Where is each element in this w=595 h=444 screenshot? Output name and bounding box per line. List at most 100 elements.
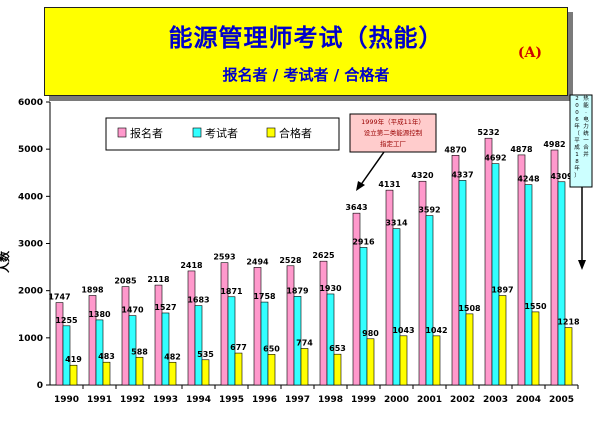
x-tick-label: 1996 bbox=[252, 395, 277, 405]
x-tick-label: 1998 bbox=[318, 395, 343, 405]
data-label-examinees: 1470 bbox=[121, 306, 144, 315]
data-label-examinees: 1527 bbox=[154, 303, 176, 312]
bar-passers bbox=[498, 295, 507, 386]
bar-passers bbox=[234, 352, 243, 386]
bar-passers bbox=[399, 335, 408, 386]
bar-applicants bbox=[550, 149, 559, 386]
data-label-applicants: 4870 bbox=[444, 145, 467, 154]
bar-applicants bbox=[484, 137, 493, 386]
y-tick-label: 3000 bbox=[18, 240, 43, 250]
data-label-examinees: 4692 bbox=[484, 154, 506, 163]
bar-applicants bbox=[451, 154, 460, 386]
bar-passers bbox=[201, 359, 210, 386]
data-label-examinees: 1380 bbox=[88, 310, 111, 319]
data-label-passers: 1042 bbox=[425, 326, 447, 335]
data-label-applicants: 2494 bbox=[246, 257, 269, 266]
x-tick-label: 2000 bbox=[384, 395, 409, 405]
bar-passers bbox=[300, 348, 309, 386]
data-label-passers: 1508 bbox=[458, 304, 481, 313]
data-label-examinees: 1871 bbox=[220, 287, 243, 296]
data-label-examinees: 1255 bbox=[55, 316, 78, 325]
legend-label-applicants: 报名者 bbox=[130, 126, 163, 140]
annotation-arrowhead-2005 bbox=[578, 260, 586, 270]
data-label-applicants: 2085 bbox=[114, 277, 137, 286]
data-label-applicants: 2118 bbox=[147, 275, 170, 284]
data-label-examinees: 4248 bbox=[517, 175, 540, 184]
y-tick-label: 1000 bbox=[18, 334, 43, 344]
bar-passers bbox=[432, 335, 441, 386]
data-label-passers: 1043 bbox=[392, 326, 414, 335]
data-label-applicants: 2625 bbox=[312, 251, 335, 260]
data-label-examinees: 3592 bbox=[418, 206, 440, 215]
data-label-examinees: 3314 bbox=[385, 219, 408, 228]
bar-examinees bbox=[557, 181, 566, 386]
y-tick-label: 4000 bbox=[18, 192, 43, 202]
bar-examinees bbox=[161, 312, 170, 386]
x-tick-label: 1999 bbox=[351, 395, 376, 405]
data-label-passers: 677 bbox=[230, 343, 247, 352]
bar-passers bbox=[267, 354, 276, 386]
data-label-applicants: 4982 bbox=[543, 140, 565, 149]
data-label-applicants: 5232 bbox=[477, 128, 499, 137]
bar-passers bbox=[333, 353, 342, 386]
bar-examinees bbox=[194, 305, 203, 386]
data-label-applicants: 1898 bbox=[81, 285, 104, 294]
data-label-examinees: 1683 bbox=[187, 296, 209, 305]
bar-examinees bbox=[128, 315, 137, 386]
bar-applicants bbox=[286, 265, 295, 386]
y-tick-label: 6000 bbox=[18, 98, 43, 108]
x-tick-label: 2003 bbox=[483, 395, 508, 405]
x-tick-label: 1993 bbox=[153, 395, 178, 405]
bar-passers bbox=[69, 364, 78, 386]
data-label-passers: 1897 bbox=[491, 286, 513, 295]
data-label-examinees: 4309 bbox=[550, 172, 573, 181]
bar-examinees bbox=[62, 325, 71, 386]
bar-examinees bbox=[227, 296, 236, 386]
x-tick-label: 2002 bbox=[450, 395, 475, 405]
data-label-passers: 653 bbox=[329, 344, 346, 353]
bar-passers bbox=[168, 361, 177, 386]
legend-box bbox=[105, 117, 340, 151]
data-label-applicants: 4131 bbox=[378, 180, 401, 189]
data-label-applicants: 4320 bbox=[411, 171, 434, 180]
bar-applicants bbox=[517, 154, 526, 386]
data-label-passers: 588 bbox=[131, 347, 148, 356]
legend-swatch-passers bbox=[266, 127, 276, 138]
data-label-applicants: 2593 bbox=[213, 253, 235, 262]
bar-examinees bbox=[260, 301, 269, 386]
bar-passers bbox=[465, 313, 474, 386]
x-tick-label: 1992 bbox=[120, 395, 145, 405]
data-label-passers: 419 bbox=[65, 355, 82, 364]
annotation-text-2005: 2 0 0 6 年（平成 1 8 年）热能·电力统一合并 bbox=[574, 94, 589, 179]
bar-passers bbox=[531, 311, 540, 386]
page-title: 能源管理师考试（热能） bbox=[168, 24, 444, 52]
bar-examinees bbox=[293, 296, 302, 386]
annotation-arrow-1999 bbox=[359, 151, 385, 187]
x-tick-label: 1995 bbox=[219, 395, 244, 405]
bar-examinees bbox=[326, 293, 335, 386]
bar-examinees bbox=[491, 163, 500, 386]
y-tick-label: 5000 bbox=[18, 145, 43, 155]
data-label-applicants: 2528 bbox=[279, 256, 302, 265]
data-label-passers: 774 bbox=[296, 338, 313, 347]
data-label-passers: 650 bbox=[263, 344, 280, 353]
data-label-examinees: 4337 bbox=[451, 170, 473, 179]
legend-label-passers: 合格者 bbox=[279, 126, 312, 140]
legend-swatch-applicants bbox=[117, 127, 127, 138]
bar-examinees bbox=[458, 180, 467, 386]
bar-applicants bbox=[319, 260, 328, 386]
data-label-applicants: 2418 bbox=[180, 261, 203, 270]
data-label-passers: 535 bbox=[197, 350, 214, 359]
data-label-passers: 1550 bbox=[524, 302, 547, 311]
bar-examinees bbox=[524, 184, 533, 386]
y-axis-label: 人数 bbox=[0, 250, 11, 273]
data-label-applicants: 1747 bbox=[48, 293, 70, 302]
bar-applicants bbox=[187, 270, 196, 386]
annotation-arrowhead-1999 bbox=[356, 181, 365, 191]
header-box: 能源管理师考试（热能） (A) 报名者 / 考试者 / 合格者 bbox=[44, 7, 568, 96]
data-label-passers: 980 bbox=[362, 329, 379, 338]
x-tick-label: 2001 bbox=[417, 395, 442, 405]
data-label-passers: 483 bbox=[98, 352, 115, 361]
x-tick-label: 1997 bbox=[285, 395, 310, 405]
bar-applicants bbox=[220, 262, 229, 386]
